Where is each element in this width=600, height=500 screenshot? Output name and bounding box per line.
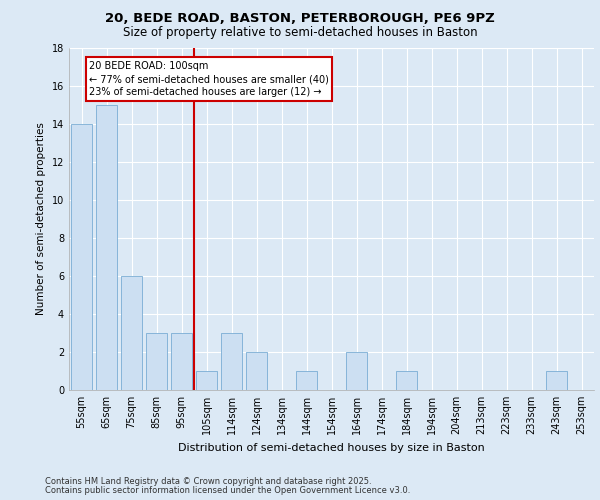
Bar	[171, 333, 192, 390]
Y-axis label: Number of semi-detached properties: Number of semi-detached properties	[36, 122, 46, 315]
Bar	[146, 333, 167, 390]
Bar	[71, 124, 92, 390]
X-axis label: Distribution of semi-detached houses by size in Baston: Distribution of semi-detached houses by …	[178, 442, 485, 452]
Bar	[221, 333, 242, 390]
Bar	[296, 371, 317, 390]
Text: Contains HM Land Registry data © Crown copyright and database right 2025.: Contains HM Land Registry data © Crown c…	[45, 477, 371, 486]
Text: 20 BEDE ROAD: 100sqm
← 77% of semi-detached houses are smaller (40)
23% of semi-: 20 BEDE ROAD: 100sqm ← 77% of semi-detac…	[89, 61, 329, 97]
Bar	[196, 371, 217, 390]
Text: Size of property relative to semi-detached houses in Baston: Size of property relative to semi-detach…	[122, 26, 478, 39]
Text: 20, BEDE ROAD, BASTON, PETERBOROUGH, PE6 9PZ: 20, BEDE ROAD, BASTON, PETERBOROUGH, PE6…	[105, 12, 495, 26]
Bar	[246, 352, 267, 390]
Bar	[396, 371, 417, 390]
Bar	[121, 276, 142, 390]
Bar	[346, 352, 367, 390]
Bar	[96, 104, 117, 390]
Text: Contains public sector information licensed under the Open Government Licence v3: Contains public sector information licen…	[45, 486, 410, 495]
Bar	[546, 371, 567, 390]
